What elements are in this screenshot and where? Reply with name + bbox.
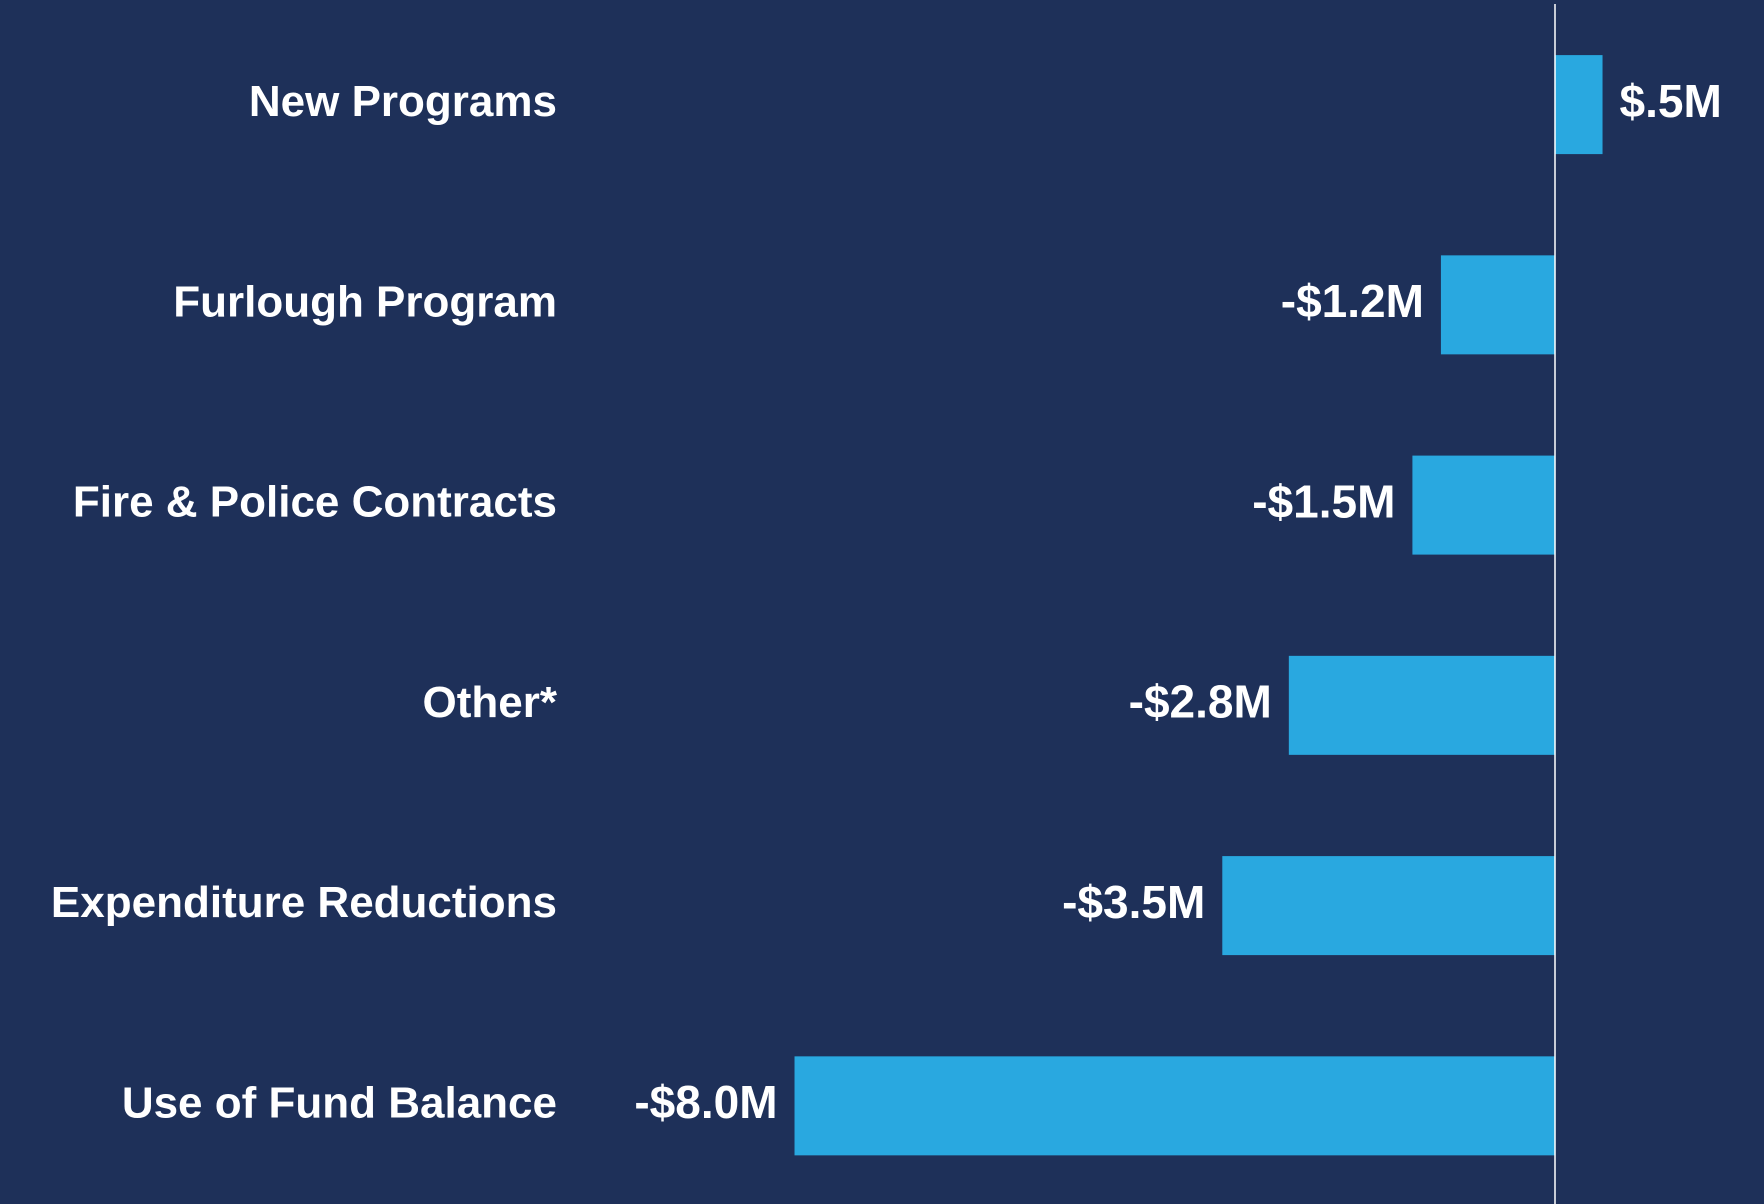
category-label: New Programs	[249, 77, 557, 126]
bar	[1222, 856, 1555, 956]
category-label: Furlough Program	[173, 277, 557, 326]
value-label: -$8.0M	[634, 1076, 777, 1128]
value-label: -$2.8M	[1129, 676, 1272, 728]
value-label: -$3.5M	[1062, 876, 1205, 928]
bar	[794, 1056, 1555, 1156]
bar	[1288, 655, 1555, 755]
value-label: -$1.5M	[1252, 475, 1395, 527]
bar	[1555, 55, 1603, 155]
category-label: Use of Fund Balance	[122, 1078, 557, 1127]
value-label: $.5M	[1620, 75, 1722, 127]
category-label: Expenditure Reductions	[51, 878, 557, 927]
category-label: Other*	[423, 678, 558, 727]
value-label: -$1.2M	[1281, 275, 1424, 327]
category-label: Fire & Police Contracts	[73, 478, 557, 527]
bar	[1412, 455, 1555, 555]
bar	[1440, 255, 1555, 355]
